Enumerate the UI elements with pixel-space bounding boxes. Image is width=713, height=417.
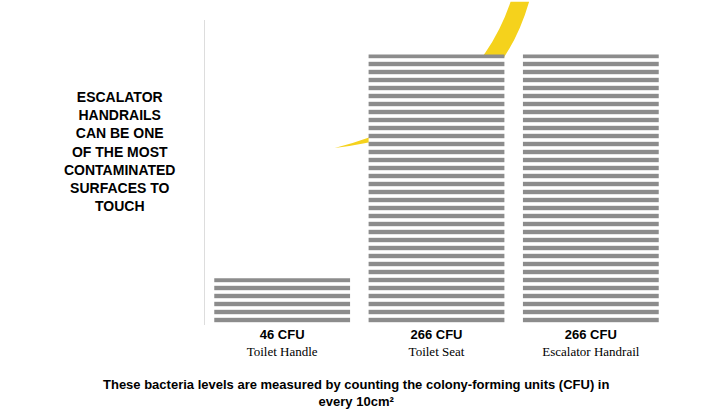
- svg-text:ESCALATORHANDRAILSCAN BE ONEOF: ESCALATORHANDRAILSCAN BE ONEOF THE MOSTC…: [64, 89, 175, 214]
- svg-text:These bacteria levels are meas: These bacteria levels are measured by co…: [103, 377, 609, 409]
- svg-text:46 CFUToilet Handle: 46 CFUToilet Handle: [247, 327, 318, 359]
- svg-text:266 CFUEscalator Handrail: 266 CFUEscalator Handrail: [542, 327, 639, 359]
- svg-text:266 CFUToilet Seat: 266 CFUToilet Seat: [409, 327, 465, 359]
